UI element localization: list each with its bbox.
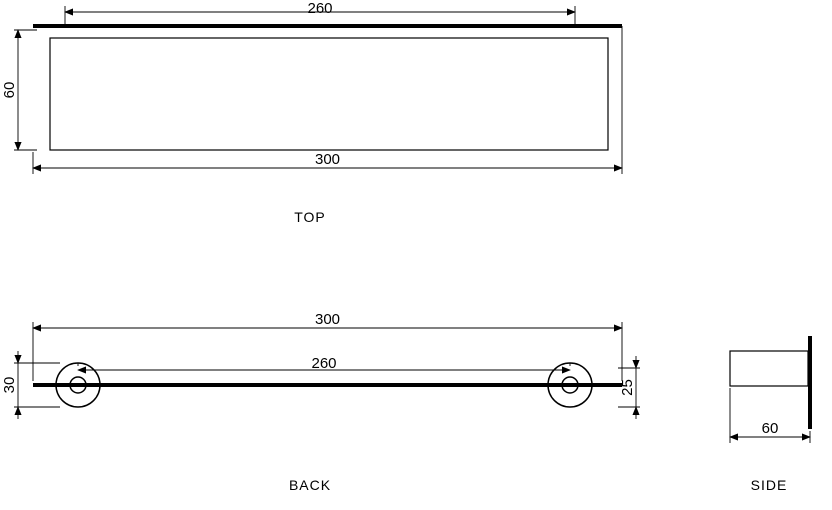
side-view: 60 SIDE xyxy=(730,336,810,493)
dim-back-30: 30 xyxy=(1,377,18,394)
back-view: 300 260 30 25 BACK xyxy=(1,311,640,493)
dim-back-25: 25 xyxy=(619,379,636,396)
dim-top-260: 260 xyxy=(307,0,332,17)
dim-side-60: 60 xyxy=(762,420,779,437)
dim-back-260: 260 xyxy=(311,355,336,372)
label-top: TOP xyxy=(294,209,326,225)
dim-top-60: 60 xyxy=(1,82,18,99)
label-side: SIDE xyxy=(751,477,788,493)
top-view: 260 60 300 TOP xyxy=(1,0,622,225)
dim-back-300: 300 xyxy=(315,311,340,328)
dim-top-300: 300 xyxy=(315,151,340,168)
label-back: BACK xyxy=(289,477,331,493)
